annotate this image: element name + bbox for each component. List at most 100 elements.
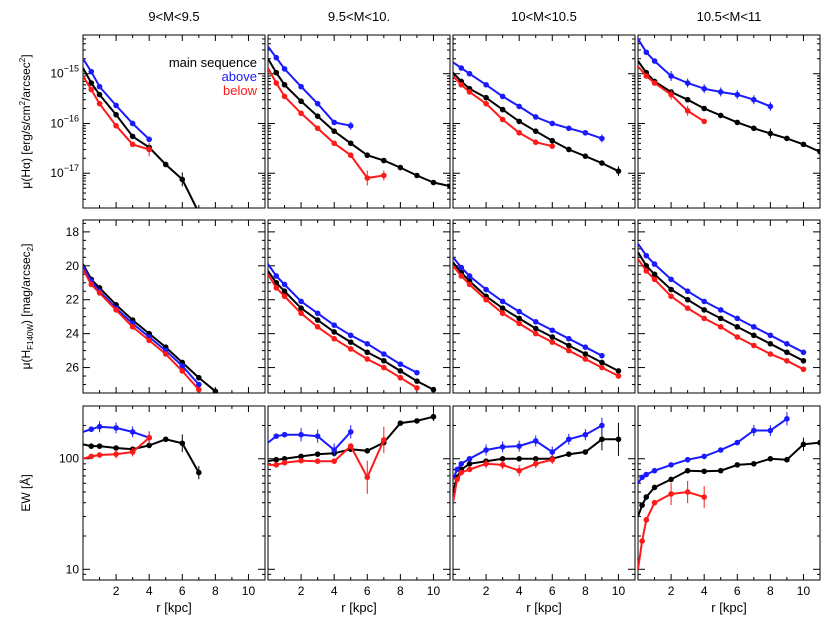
panel-frame xyxy=(452,219,636,394)
y-tick-label: 10−17 xyxy=(50,163,79,180)
data-point xyxy=(549,339,556,345)
data-point xyxy=(298,457,304,464)
data-point xyxy=(298,305,304,311)
panel-halpha-2 xyxy=(267,34,451,209)
data-point xyxy=(701,105,707,112)
data-point xyxy=(800,441,807,448)
data-point xyxy=(516,455,522,462)
x-tick-label: 4 xyxy=(516,584,523,598)
data-point xyxy=(599,160,605,166)
x-axis-label: r [kpc] xyxy=(156,600,191,615)
data-point xyxy=(397,374,404,381)
panel-halpha-1: 10−17 10−16 10−15 xyxy=(50,34,266,209)
data-point xyxy=(364,341,371,347)
panel-hf140w-2 xyxy=(267,219,451,394)
data-point xyxy=(113,307,119,313)
series-line-above xyxy=(638,243,804,354)
data-point xyxy=(281,281,288,288)
data-point xyxy=(88,68,95,75)
data-point xyxy=(516,467,522,474)
data-point xyxy=(784,456,790,463)
data-point xyxy=(582,431,589,438)
series-group xyxy=(453,256,622,379)
y-axis-label: EW [Å] xyxy=(18,474,33,511)
data-point xyxy=(458,469,465,476)
y-tick-label: 10−15 xyxy=(50,64,79,81)
data-point xyxy=(549,449,556,455)
data-point xyxy=(314,458,321,465)
panel-ew-4: 2 4 6 8 10 r [kpc] xyxy=(637,405,821,615)
data-point xyxy=(599,364,605,371)
data-point xyxy=(668,293,674,300)
x-tick-label: 2 xyxy=(113,584,120,598)
data-point xyxy=(734,334,741,340)
data-point xyxy=(179,368,186,374)
column-title: 9.5<M<10. xyxy=(328,9,390,24)
data-point xyxy=(751,461,757,467)
data-point xyxy=(281,81,288,88)
column-title: 10.5<M<11 xyxy=(697,9,762,24)
data-point xyxy=(784,357,790,364)
data-point xyxy=(430,179,437,186)
x-tick-label: 8 xyxy=(212,584,219,598)
data-point xyxy=(651,80,658,86)
data-point xyxy=(717,307,724,313)
data-point xyxy=(447,183,450,189)
series-line-above xyxy=(638,417,788,484)
data-point xyxy=(800,357,807,364)
data-point xyxy=(113,445,119,451)
data-point xyxy=(566,436,572,443)
data-point xyxy=(643,494,650,500)
data-point xyxy=(582,351,589,357)
data-point xyxy=(298,431,304,438)
data-point xyxy=(113,111,119,118)
data-point xyxy=(454,476,460,483)
data-point xyxy=(582,153,589,159)
data-point xyxy=(516,118,522,125)
data-point xyxy=(129,429,136,435)
data-point xyxy=(314,324,321,330)
data-point xyxy=(684,456,691,463)
column-title: 10<M<10.5 xyxy=(511,9,577,24)
series-group xyxy=(453,61,622,177)
data-point xyxy=(767,455,774,462)
data-point xyxy=(273,54,280,61)
data-point xyxy=(684,96,691,103)
data-point xyxy=(162,351,169,357)
data-point xyxy=(599,352,605,359)
series-group xyxy=(453,417,622,503)
data-point xyxy=(381,357,387,364)
data-point xyxy=(129,324,136,330)
data-point xyxy=(129,449,136,455)
x-tick-label: 6 xyxy=(734,584,741,598)
data-point xyxy=(549,137,556,144)
data-point xyxy=(331,140,337,147)
data-point xyxy=(532,330,539,337)
data-point xyxy=(639,502,645,508)
x-tick-label: 4 xyxy=(146,584,153,598)
data-point xyxy=(146,146,152,153)
series-line-main_sequence xyxy=(83,263,217,393)
data-point xyxy=(516,443,522,449)
data-point xyxy=(347,122,354,129)
data-point xyxy=(651,499,658,506)
data-point xyxy=(639,538,645,544)
data-point xyxy=(88,426,95,433)
data-point xyxy=(281,455,288,462)
data-point xyxy=(751,96,757,103)
data-point xyxy=(532,455,539,462)
data-point xyxy=(817,439,820,446)
data-point xyxy=(483,296,489,303)
data-point xyxy=(684,296,691,303)
data-point xyxy=(483,81,489,88)
data-point xyxy=(717,89,724,95)
data-point xyxy=(129,120,136,127)
data-point xyxy=(458,65,465,71)
data-point xyxy=(499,298,506,305)
panel-frame xyxy=(267,34,451,209)
data-point xyxy=(499,462,506,468)
y-tick-label: 22 xyxy=(66,293,80,307)
data-point xyxy=(314,451,321,457)
panel-halpha-3 xyxy=(452,34,636,209)
series-group xyxy=(268,263,437,393)
